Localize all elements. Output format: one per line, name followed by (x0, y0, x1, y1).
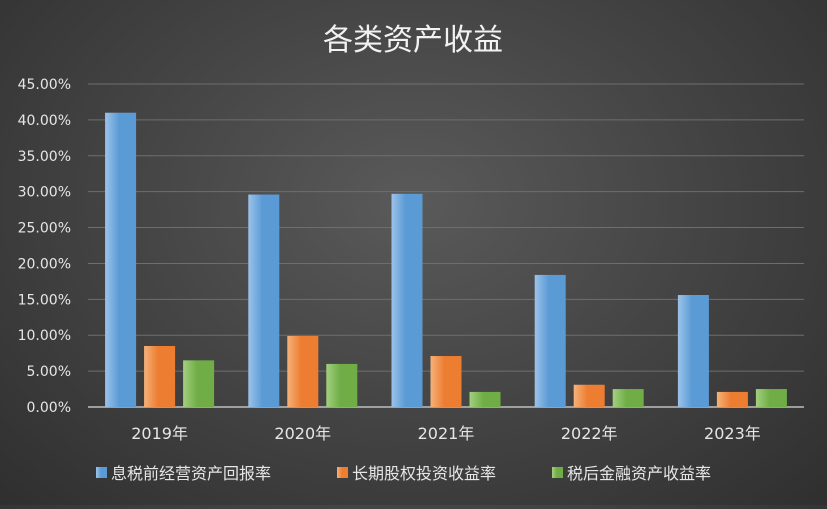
chart-title: 各类资产收益 (323, 23, 503, 58)
bar-series-2-2 (287, 335, 319, 407)
bar-series-2-3 (430, 356, 462, 407)
legend-swatch (337, 467, 348, 478)
y-tick-label: 15.00% (18, 292, 71, 308)
y-tick-label: 35.00% (18, 149, 71, 165)
bar-series-3-1 (183, 360, 215, 407)
bar-series-1-2 (248, 194, 280, 407)
legend-swatch (96, 467, 107, 478)
y-tick-label: 30.00% (18, 185, 71, 201)
x-tick-label: 2022年 (561, 424, 618, 443)
bar-series-3-5 (755, 389, 787, 407)
legend-label: 长期股权投资收益率 (352, 464, 496, 483)
bar-series-2-4 (573, 384, 605, 407)
legend-swatch (552, 467, 563, 478)
x-tick-label: 2019年 (131, 424, 188, 443)
y-tick-label: 40.00% (18, 113, 71, 129)
legend-label: 息税前经营资产回报率 (111, 464, 271, 483)
bar-series-1-3 (391, 193, 423, 407)
bar-series-2-1 (144, 345, 176, 407)
bar-series-3-3 (469, 391, 501, 407)
legend: 息税前经营资产回报率 长期股权投资收益率 税后金融资产收益率 (96, 464, 711, 483)
bar-series-3-2 (326, 363, 358, 407)
y-tick-label: 0.00% (27, 400, 71, 416)
bar-series-1-5 (677, 295, 709, 407)
bar-series-3-4 (612, 389, 644, 407)
bar-series-1-1 (105, 112, 137, 407)
legend-label: 税后金融资产收益率 (567, 464, 711, 483)
x-tick-label: 2023年 (704, 424, 761, 443)
x-tick-label: 2020年 (274, 424, 331, 443)
x-tick-label: 2021年 (418, 424, 475, 443)
bar-series-1-4 (534, 274, 566, 407)
y-axis-tick-labels: 0.00% 5.00% 10.00% 15.00% 20.00% 25.00% 30.00%… (18, 77, 71, 416)
y-tick-label: 20.00% (18, 256, 71, 272)
y-tick-label: 5.00% (27, 364, 71, 380)
y-tick-label: 45.00% (18, 77, 71, 93)
bar-series-2-5 (716, 391, 748, 407)
x-axis-tick-labels: 2019年 2020年 2021年 2022年 2023年 (131, 424, 761, 443)
y-tick-label: 10.00% (18, 328, 71, 344)
bars (105, 112, 787, 407)
y-tick-label: 25.00% (18, 221, 71, 237)
